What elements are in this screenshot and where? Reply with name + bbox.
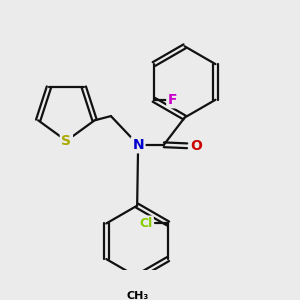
Text: O: O	[190, 139, 202, 153]
Text: N: N	[132, 138, 144, 152]
Text: Cl: Cl	[139, 217, 152, 230]
Text: CH₃: CH₃	[126, 291, 148, 300]
Text: F: F	[168, 93, 177, 107]
Text: S: S	[61, 134, 71, 148]
